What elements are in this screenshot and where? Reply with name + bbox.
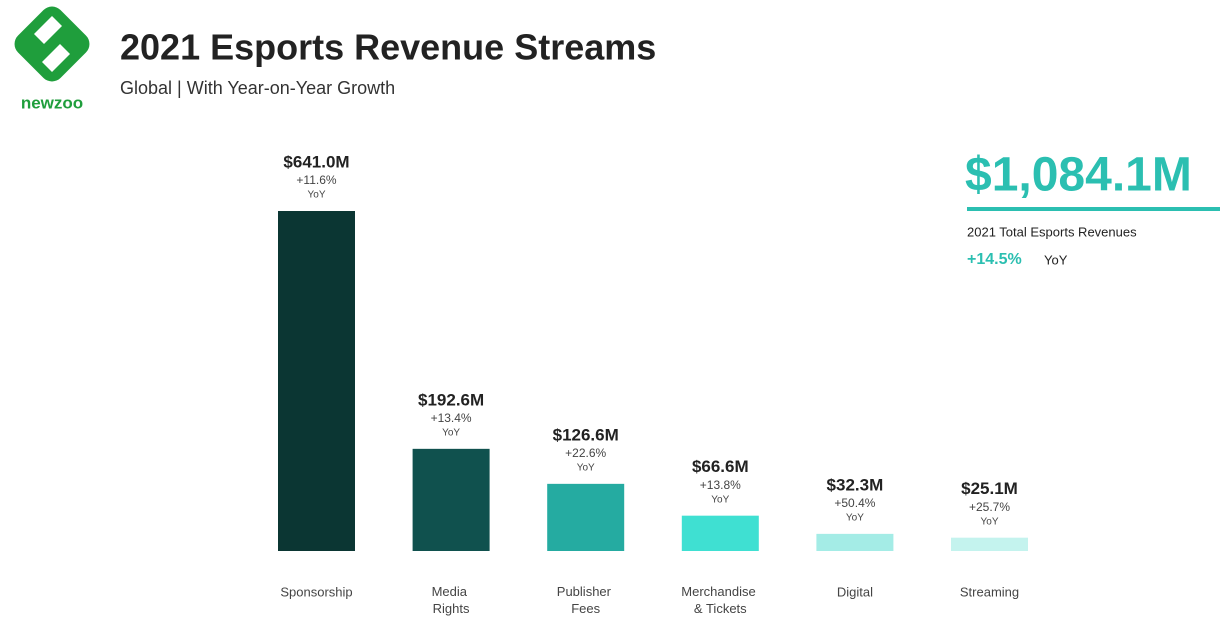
x-tick-label: Merchandise & Tickets	[681, 584, 759, 616]
total-growth-unit: YoY	[1044, 252, 1068, 267]
logo-shape	[14, 6, 90, 82]
value-label: $66.6M	[692, 457, 749, 476]
bar	[412, 448, 490, 551]
growth-label: +50.4%	[834, 496, 875, 510]
growth-unit: YoY	[846, 513, 864, 524]
growth-label: +13.8%	[700, 478, 741, 492]
x-tick-label: Digital	[837, 584, 873, 599]
brand: newzoo	[21, 93, 83, 112]
growth-unit: YoY	[981, 516, 999, 527]
growth-unit: YoY	[442, 427, 460, 438]
logo: newzoo	[14, 6, 90, 112]
total-value: $1,084.1M	[965, 149, 1192, 202]
x-tick-label: Streaming	[960, 584, 1019, 599]
total-label: 2021 Total Esports Revenues	[967, 224, 1137, 239]
growth-unit: YoY	[711, 494, 729, 505]
bar	[681, 515, 759, 551]
x-tick-label: Publisher Fees	[557, 584, 615, 616]
growth-label: +22.6%	[565, 446, 606, 460]
value-label: $25.1M	[961, 479, 1018, 498]
value-label: $192.6M	[418, 390, 484, 409]
bar	[547, 483, 625, 551]
subtitle: Global | With Year-on-Year Growth	[120, 78, 395, 98]
bar	[278, 211, 355, 551]
value-label: $641.0M	[283, 152, 349, 171]
growth-label: +11.6%	[296, 173, 336, 187]
total-growth: +14.5%	[967, 251, 1022, 268]
x-tick-label: Media Rights	[432, 584, 471, 616]
value-label: $126.6M	[553, 425, 619, 444]
x-tick-label: Sponsorship	[280, 584, 352, 599]
logo-mark	[34, 16, 70, 72]
growth-label: +13.4%	[431, 411, 472, 425]
growth-unit: YoY	[308, 190, 326, 201]
growth-label: +25.7%	[969, 500, 1010, 514]
value-label: $32.3M	[827, 475, 884, 494]
bar	[951, 537, 1028, 551]
bar	[816, 533, 894, 551]
chart-title: 2021 Esports Revenue Streams	[120, 27, 656, 68]
growth-unit: YoY	[577, 462, 595, 473]
